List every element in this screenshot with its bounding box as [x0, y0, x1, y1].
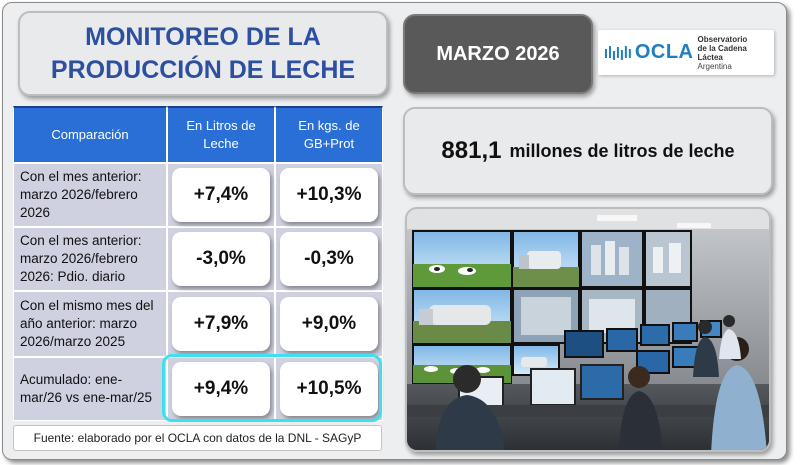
control-room-image: [407, 209, 769, 450]
header-liters: En Litros de Leche: [167, 106, 275, 163]
header-kgs: En kgs. de GB+Prot: [275, 106, 383, 163]
headline-stat-panel: 881,1 millones de litros de leche: [403, 107, 773, 195]
liters-value: +7,4%: [172, 168, 270, 222]
liters-value: -3,0%: [172, 232, 270, 286]
kgs-value: +9,0%: [280, 297, 378, 351]
table-row: Acumulado: ene-mar/26 vs ene-mar/25 +9,4…: [13, 357, 383, 421]
control-room-illustration: [405, 207, 771, 452]
ocla-wave-icon: [604, 45, 631, 60]
liters-value: +7,9%: [172, 297, 270, 351]
page-title: MONITOREO DE LA PRODUCCIÓN DE LECHE: [51, 21, 355, 87]
row-label: Con el mes anterior: marzo 2026/febrero …: [13, 163, 167, 227]
kgs-value: +10,5%: [280, 362, 378, 416]
logo-subtitle-line-1: Observatorio: [697, 34, 748, 44]
header-comparison: Comparación: [13, 106, 167, 163]
table-row: Con el mes anterior: marzo 2026/febrero …: [13, 227, 383, 291]
title-line-2: PRODUCCIÓN DE LECHE: [50, 55, 356, 84]
row-label: Acumulado: ene-mar/26 vs ene-mar/25: [13, 357, 167, 421]
logo-subtitle: Observatorio de la Cadena Láctea Argenti…: [698, 35, 774, 71]
period-panel: MARZO 2026: [403, 14, 593, 94]
title-panel: MONITOREO DE LA PRODUCCIÓN DE LECHE: [18, 11, 388, 96]
row-label: Con el mes anterior: marzo 2026/febrero …: [13, 227, 167, 291]
logo-wordmark: OCLA: [634, 41, 694, 63]
headline-text: millones de litros de leche: [509, 140, 735, 161]
table-header-row: Comparación En Litros de Leche En kgs. d…: [13, 106, 383, 163]
liters-value: +9,4%: [172, 362, 270, 416]
operators: [435, 315, 767, 450]
ocla-logo: OCLA Observatorio de la Cadena Láctea Ar…: [598, 30, 774, 75]
period-label: MARZO 2026: [436, 42, 560, 65]
logo-country: Argentina: [697, 61, 732, 71]
source-note: Fuente: elaborado por el OCLA con datos …: [13, 425, 382, 451]
logo-subtitle-line-2: de la Cadena Láctea: [697, 43, 747, 62]
title-line-1: MONITOREO DE LA: [85, 22, 321, 51]
kgs-value: -0,3%: [280, 232, 378, 286]
headline-value: 881,1: [441, 137, 502, 164]
kgs-value: +10,3%: [280, 168, 378, 222]
row-label: Con el mismo mes del año anterior: marzo…: [13, 291, 167, 357]
comparison-table: Comparación En Litros de Leche En kgs. d…: [13, 106, 383, 421]
video-wall: [412, 230, 692, 384]
table-row: Con el mes anterior: marzo 2026/febrero …: [13, 163, 383, 227]
table-row: Con el mismo mes del año anterior: marzo…: [13, 291, 383, 357]
